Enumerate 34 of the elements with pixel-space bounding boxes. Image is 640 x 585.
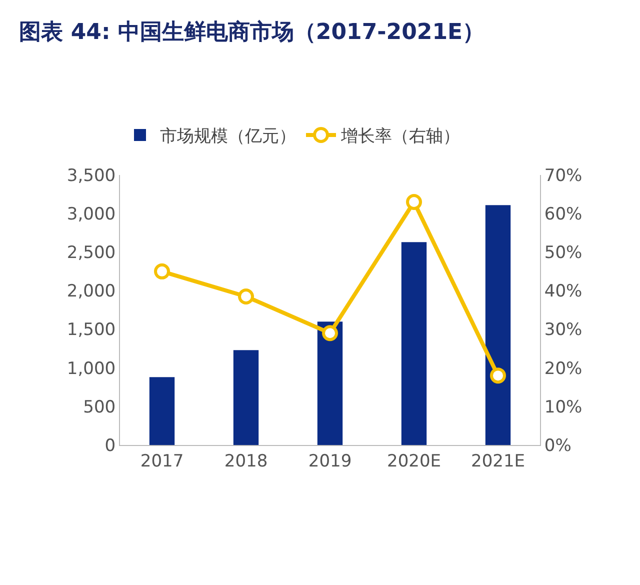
bar bbox=[317, 322, 343, 445]
y2-tick-label: 50% bbox=[544, 243, 582, 264]
y-tick-label: 3,000 bbox=[66, 204, 116, 225]
y-tick-label: 1,000 bbox=[66, 358, 116, 379]
x-tick-label: 2020E bbox=[386, 451, 442, 472]
x-tick-label: 2021E bbox=[470, 451, 526, 472]
point bbox=[490, 368, 506, 384]
bar bbox=[485, 205, 511, 445]
y-tick-label: 3,500 bbox=[66, 166, 116, 186]
y2-tick-label: 60% bbox=[544, 204, 582, 225]
point bbox=[406, 194, 422, 210]
y2-tick-label: 0% bbox=[544, 436, 572, 456]
y2-tick-label: 20% bbox=[544, 358, 582, 379]
y-tick-label: 2,000 bbox=[66, 282, 116, 302]
bar bbox=[233, 350, 259, 445]
y2-tick-label: 30% bbox=[544, 320, 582, 340]
y-tick-label: 2,500 bbox=[66, 243, 116, 264]
point bbox=[154, 263, 170, 280]
y2-tick-label: 40% bbox=[544, 282, 582, 302]
bar bbox=[401, 242, 427, 445]
y2-tick-label: 10% bbox=[544, 397, 582, 418]
x-tick-label: 2017 bbox=[140, 451, 184, 472]
x-tick-label: 2019 bbox=[308, 451, 352, 472]
point bbox=[238, 288, 254, 304]
y2-tick-label: 70% bbox=[544, 166, 582, 186]
y-tick-label: 1,500 bbox=[66, 320, 116, 340]
y-tick-label: 0 bbox=[104, 436, 116, 456]
legend-label: 增长率（右轴） bbox=[340, 126, 460, 147]
point bbox=[322, 325, 338, 342]
bar bbox=[149, 377, 175, 445]
chart-title: 图表 44: 中国生鲜电商市场（2017-2021E） bbox=[19, 18, 485, 45]
y-tick-label: 500 bbox=[83, 397, 116, 418]
x-tick-label: 2018 bbox=[224, 451, 268, 472]
legend-label: 市场规模（亿元） bbox=[160, 126, 296, 147]
